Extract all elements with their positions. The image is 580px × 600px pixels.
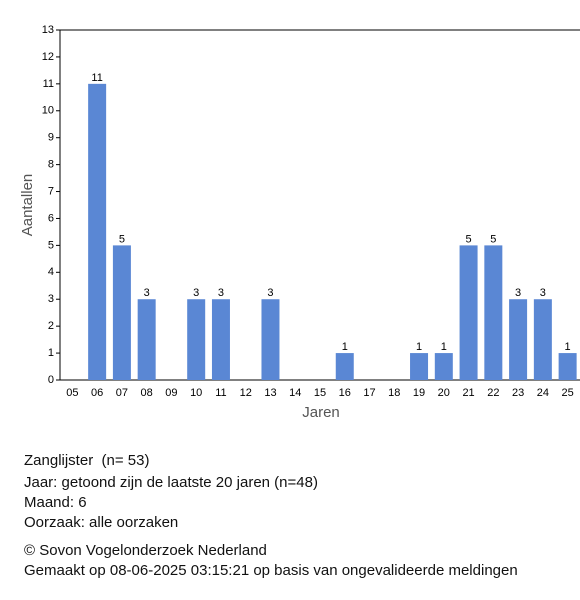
footer: Gemaakt op 08-06-2025 03:15:21 op basis … (24, 562, 518, 579)
data-label: 5 (119, 233, 125, 245)
y-tick-label: 7 (48, 185, 54, 197)
data-label: 1 (342, 341, 348, 353)
bar (434, 353, 453, 380)
x-tick-label: 15 (314, 387, 326, 399)
x-axis-label: Jaren (302, 404, 340, 421)
x-tick-label: 14 (289, 387, 301, 399)
y-tick-label: 3 (48, 293, 54, 305)
x-tick-label: 22 (487, 387, 499, 399)
note: Jaar: getoond zijn de laatste 20 jaren (… (24, 474, 318, 491)
x-tick-label: 12 (240, 387, 252, 399)
x-tick-label: 19 (413, 387, 425, 399)
data-label: 5 (466, 233, 472, 245)
x-tick-label: 18 (388, 387, 400, 399)
data-label: 3 (540, 287, 546, 299)
y-tick-label: 11 (43, 78, 54, 90)
y-tick-label: 10 (42, 105, 54, 117)
y-tick-label: 5 (48, 239, 54, 251)
bar (459, 245, 478, 380)
data-label: 3 (515, 287, 521, 299)
data-label: 5 (490, 233, 496, 245)
data-label: 1 (565, 341, 571, 353)
y-tick-label: 13 (42, 24, 54, 36)
x-tick-label: 09 (165, 387, 177, 399)
data-label: 11 (91, 72, 102, 84)
y-tick-label: 4 (48, 266, 54, 278)
y-axis-label: Aantallen (19, 174, 36, 237)
footer: © Sovon Vogelonderzoek Nederland (24, 542, 267, 559)
y-tick-label: 9 (48, 132, 54, 144)
x-tick-label: 23 (512, 387, 524, 399)
bar (187, 299, 206, 380)
note: Zanglijster (n= 53) (24, 452, 149, 469)
data-label: 3 (193, 287, 199, 299)
x-tick-label: 17 (363, 387, 375, 399)
data-label: 3 (144, 287, 150, 299)
x-tick-label: 10 (190, 387, 202, 399)
y-tick-label: 6 (48, 212, 54, 224)
x-tick-label: 08 (141, 387, 153, 399)
note: Maand: 6 (24, 494, 87, 511)
bar (484, 245, 503, 380)
y-tick-label: 1 (48, 347, 54, 359)
data-label: 3 (218, 287, 224, 299)
bar (211, 299, 230, 380)
bar (88, 83, 107, 380)
note: Oorzaak: alle oorzaken (24, 514, 178, 531)
y-tick-label: 2 (48, 320, 54, 332)
bar (558, 353, 577, 380)
x-tick-label: 20 (438, 387, 450, 399)
x-tick-label: 24 (537, 387, 549, 399)
x-tick-label: 21 (462, 387, 474, 399)
data-label: 3 (267, 287, 273, 299)
bar (335, 353, 354, 380)
x-tick-label: 05 (66, 387, 78, 399)
x-tick-label: 13 (264, 387, 276, 399)
x-tick-label: 11 (215, 387, 226, 399)
y-tick-label: 12 (42, 51, 54, 63)
y-tick-label: 0 (48, 374, 54, 386)
x-tick-label: 07 (116, 387, 128, 399)
data-label: 1 (416, 341, 422, 353)
bar (137, 299, 156, 380)
bar (112, 245, 131, 380)
bar (410, 353, 429, 380)
bar (509, 299, 528, 380)
bar (261, 299, 280, 380)
y-tick-label: 8 (48, 159, 54, 171)
x-tick-label: 16 (339, 387, 351, 399)
x-tick-label: 25 (561, 387, 573, 399)
x-tick-label: 06 (91, 387, 103, 399)
bar (533, 299, 552, 380)
data-label: 1 (441, 341, 447, 353)
